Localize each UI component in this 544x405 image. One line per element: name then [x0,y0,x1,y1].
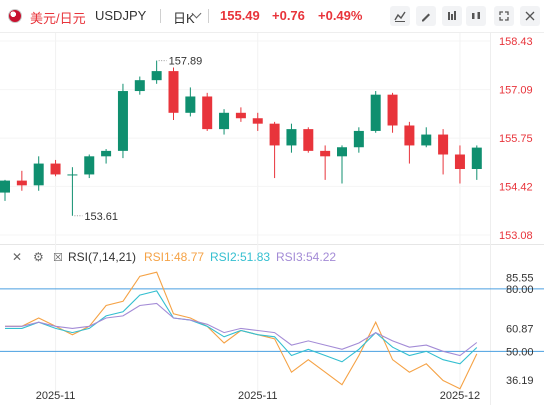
fullscreen-icon[interactable] [494,6,514,26]
rsi-levels [0,288,544,352]
candle-body [185,96,196,113]
rsi-label: RSI(7,14,21) [68,250,137,264]
price-axis: 158.43 157.09 155.75 154.42 153.08 [499,36,533,242]
compare-icon[interactable] [466,6,486,26]
draw-icon[interactable] [416,6,436,26]
indicator-icon[interactable] [390,6,410,26]
candle-body [252,118,263,124]
candle-body [50,163,61,175]
chart-grid [0,32,544,405]
candle-body [353,130,364,148]
candle-body [269,123,280,146]
candle-body [117,91,128,151]
candle-body [235,112,246,119]
candle-body [16,180,27,186]
time-tick-label: 2025-12 [440,390,480,402]
rsi-tick-label: 50.00 [506,346,534,358]
candle-body [134,80,145,92]
collapse-icon[interactable]: ✕ [12,250,23,264]
time-axis: 2025-11 2025-11 2025-12 [36,390,480,402]
pair-code: USDJPY [95,8,147,23]
time-tick-label: 2025-11 [238,390,278,402]
rsi2-value: RSI2:51.83 [210,250,271,264]
price-tick-label: 153.08 [499,230,533,242]
rsi-series [5,271,478,390]
candle-body [168,71,179,113]
price-tick-label: 158.43 [499,36,533,48]
pair-name[interactable]: 美元/日元 [30,11,86,26]
price-annotations: 157.89 153.61 [74,56,202,223]
rsi-tick-label: 80.00 [506,284,534,296]
chart-header: 美元/日元 USDJPY 日K 155.49 +0.76 +0.49% [0,0,544,32]
candlestick-series [0,60,482,216]
candle-body [151,71,162,81]
rsi-line-rsi3 [5,302,478,357]
candle-body [101,150,112,157]
more-icon[interactable] [520,6,540,26]
candle-body [219,112,230,130]
rsi3-value: RSI3:54.22 [276,250,337,264]
candle-body [202,96,213,130]
price-tick-label: 154.42 [499,181,533,193]
candle-body [337,147,347,157]
rsi-header: ✕ ⚙ ☒ RSI(7,14,21) RSI1:48.77 RSI2:51.83… [0,248,544,266]
price-change: +0.76 [272,8,305,23]
candle-body [387,94,398,126]
candle-body [67,174,78,176]
candle-body [404,125,415,146]
annotation-label: 157.89 [169,56,203,68]
price-change-percent: +0.49% [318,8,363,23]
rsi-tick-label: 60.87 [506,324,534,336]
candle-body [370,94,381,131]
candle-body [0,180,10,193]
timeframe-selector[interactable]: 日K [173,11,195,26]
divider [160,9,161,23]
candle-body [471,147,482,170]
rsi1-value: RSI1:48.77 [144,250,205,264]
candle-body [286,129,297,146]
annotation-label: 153.61 [84,211,118,223]
candle-body [84,156,95,175]
flag-icon [8,9,22,23]
candle-body [33,163,44,186]
candle-body [303,129,314,151]
candle-body [421,134,432,146]
candle-body [320,150,331,157]
candle-body [438,134,449,155]
time-tick-label: 2025-11 [36,390,76,402]
price-tick-label: 155.75 [499,133,533,145]
last-price: 155.49 [220,8,260,23]
eye-icon[interactable]: ☒ [53,252,63,264]
settings-icon[interactable]: ⚙ [33,250,44,264]
rsi-tick-label: 85.55 [506,272,534,284]
candle-body [454,154,465,170]
divider [208,9,209,23]
rsi-line-rsi2 [5,290,478,365]
rsi-tick-label: 36.19 [506,375,534,387]
settings-icon[interactable] [442,6,462,26]
price-tick-label: 157.09 [499,85,533,97]
